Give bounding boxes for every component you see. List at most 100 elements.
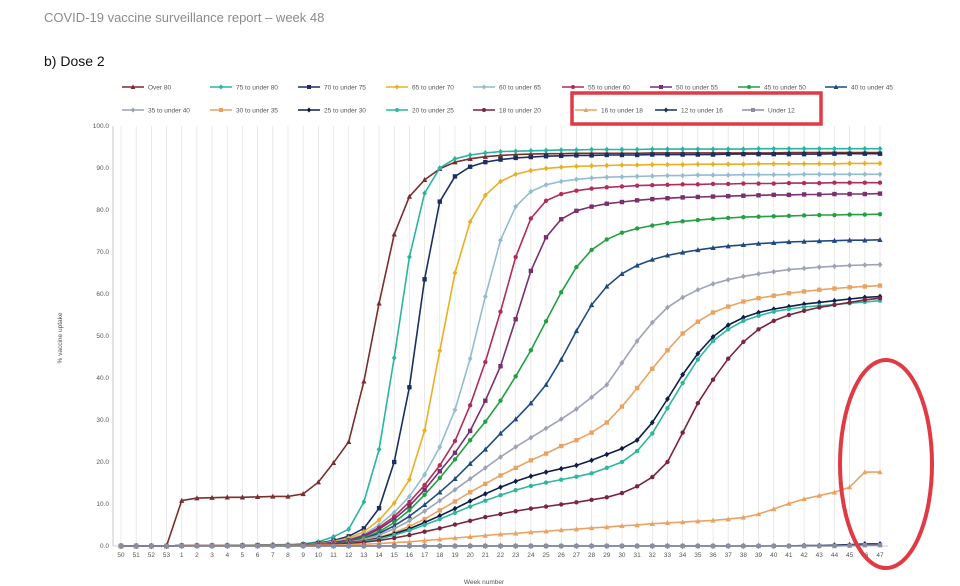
data-point [816, 299, 822, 306]
data-point [771, 543, 776, 549]
data-point [574, 474, 579, 479]
legend-marker [663, 107, 669, 113]
data-point [589, 394, 594, 401]
x-tick-label: 14 [375, 552, 383, 559]
legend-label: 55 to under 60 [588, 84, 630, 91]
data-point [786, 543, 792, 549]
data-point [695, 401, 701, 406]
data-point [422, 471, 428, 478]
data-point [467, 152, 473, 158]
data-point [543, 181, 549, 188]
data-point [392, 516, 397, 522]
data-point [816, 171, 822, 178]
data-point [847, 300, 852, 305]
data-point [528, 216, 534, 221]
data-point [832, 543, 837, 549]
data-point [740, 514, 747, 520]
data-point [589, 146, 594, 153]
data-point [771, 293, 776, 298]
data-point [832, 302, 837, 308]
data-point [710, 161, 716, 168]
data-point [574, 208, 579, 214]
data-point [513, 148, 519, 155]
legend-item: 55 to under 60 [562, 84, 630, 91]
data-point [254, 494, 261, 500]
data-point [786, 171, 792, 178]
data-point [391, 509, 397, 516]
data-point [604, 185, 609, 190]
data-point [619, 404, 625, 409]
data-point [452, 505, 458, 512]
data-point [422, 519, 428, 526]
legend-marker [833, 84, 839, 89]
data-point [801, 265, 807, 272]
data-point [179, 497, 185, 503]
x-tick-label: 42 [800, 552, 808, 559]
data-point [346, 526, 352, 533]
data-point [619, 445, 625, 452]
data-point [391, 500, 397, 507]
data-point [710, 281, 716, 287]
data-point [862, 212, 868, 217]
data-point [589, 175, 594, 181]
data-point [634, 262, 640, 268]
data-point [604, 283, 610, 289]
y-tick-label: 80.0 [96, 207, 109, 214]
data-point [634, 484, 640, 489]
data-point [437, 475, 442, 481]
data-point [528, 147, 534, 154]
legend-item: 20 to under 25 [386, 107, 454, 114]
data-point [133, 543, 139, 549]
legend-marker [482, 108, 486, 112]
legend-marker [306, 107, 312, 113]
data-point [695, 319, 701, 324]
data-point [786, 180, 792, 186]
data-point [513, 203, 519, 210]
data-point [498, 148, 503, 155]
data-point [847, 212, 852, 217]
legend-highlight-box [570, 91, 823, 126]
y-axis-title: % vaccine uptake [57, 312, 64, 363]
x-tick-label: 53 [163, 552, 171, 559]
data-point [741, 151, 746, 157]
data-point [437, 469, 442, 474]
x-tick-label: 43 [816, 552, 824, 559]
data-point [391, 354, 397, 361]
data-point [831, 237, 838, 243]
data-point [559, 290, 564, 295]
legend-marker [571, 85, 575, 89]
y-axis-ticks: 0.0 10.0 20.0 30.0 40.0 50.0 60.0 70.0 80.0 90.0 1… [93, 123, 110, 550]
data-point [543, 543, 549, 549]
data-point [559, 543, 564, 549]
data-point [832, 145, 837, 152]
data-point [771, 171, 777, 178]
x-tick-label: 37 [725, 552, 733, 559]
data-point [756, 327, 761, 332]
data-point [801, 304, 807, 310]
data-point [482, 446, 488, 452]
legend-item: 50 to under 55 [650, 84, 718, 91]
data-point [422, 543, 427, 549]
data-point [574, 188, 579, 193]
data-point [771, 214, 776, 219]
data-point [574, 543, 579, 549]
data-point [726, 543, 731, 549]
data-point [665, 543, 670, 549]
data-point [482, 491, 488, 497]
data-point [847, 145, 853, 152]
legend-marker [130, 107, 136, 113]
data-point [406, 538, 413, 544]
data-point [574, 153, 579, 158]
x-tick-label: 41 [785, 552, 793, 559]
data-point [558, 527, 564, 533]
data-point [498, 309, 503, 314]
data-point [559, 191, 564, 197]
data-point [680, 519, 686, 525]
x-tick-label: 45 [846, 552, 854, 559]
data-point [695, 286, 701, 293]
data-point [467, 475, 473, 482]
x-tick-label: 15 [391, 552, 399, 559]
data-point [619, 490, 625, 496]
data-point [528, 154, 534, 160]
data-point [786, 213, 792, 219]
